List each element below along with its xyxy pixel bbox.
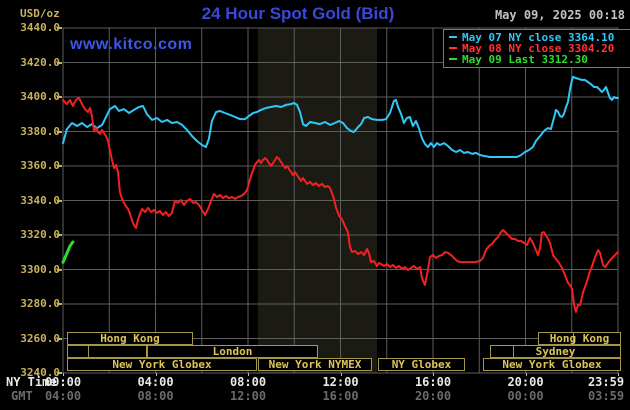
session-label: NY Globex [391,358,452,371]
legend-entry-text: May 09 Last 3312.30 [462,53,588,66]
series-line-may09 [61,240,75,264]
y-axis-tick [57,96,62,98]
y-axis-label: 3440.0 [20,21,60,34]
timestamp: May 09, 2025 00:18 [494,8,625,22]
y-axis-tick [57,372,62,374]
y-axis-label: 3300.0 [20,262,60,276]
session-box-new-york-globex: New York Globex [67,358,257,371]
session-label: Hong Kong [100,332,160,345]
session-box-sydney: Sydney [490,345,621,358]
session-label: Hong Kong [549,332,610,345]
x-axis-label-gmt: 12:00 [229,389,267,403]
y-axis-tick [57,268,62,271]
y-axis-tick [57,27,62,29]
y-axis-tick [57,130,62,133]
y-axis-tick [57,303,62,305]
y-axis-tick [57,337,62,340]
y-axis-label: 3380.0 [20,124,60,138]
legend-entry-may-07: May 07 NY close 3364.10 [449,32,630,43]
session-box-hong-kong: Hong Kong [538,332,621,345]
x-axis-tick [340,373,342,376]
series-line-may08 [62,97,619,313]
price-unit-label: USD/oz [20,7,60,20]
y-axis-tick [57,199,62,202]
series-line-may07 [62,76,619,158]
session-box-divider [573,333,574,344]
legend-entry-text: May 07 NY close 3364.10 [462,31,615,44]
x-axis-tick [525,373,527,376]
ny-time-axis-label: NY Time [6,375,57,389]
y-axis-label: 3320.0 [20,228,60,241]
y-axis-tick [57,234,62,236]
y-axis-label: 3240.0 [20,366,60,379]
session-label: New York Globex [502,358,602,371]
x-axis-label-ny: 23:59 [587,375,625,389]
session-box-divider [88,346,89,357]
session-box [67,345,147,358]
session-box-divider [513,346,514,357]
session-box-london: London [147,345,318,358]
session-label: Sydney [535,345,576,358]
y-axis-label: 3280.0 [20,297,60,310]
x-axis-label-gmt: 20:00 [414,389,452,403]
x-axis-label-ny: 20:00 [507,375,544,389]
legend-entry-text: May 08 NY close 3304.20 [462,42,615,55]
legend-entry-may-08: May 08 NY close 3304.20 [449,43,630,54]
legend: May 07 NY close 3364.10 May 08 NY close 3… [443,29,630,68]
x-axis-tick [155,373,157,376]
y-axis-label: 3420.0 [20,55,60,69]
legend-color-dash [449,58,457,60]
session-label: New York Globex [112,358,212,371]
y-axis-label: 3260.0 [20,331,60,345]
x-axis-label-gmt: 03:59 [587,389,625,403]
session-box-new-york-nymex: New York NYMEX [258,358,372,371]
session-box-hong-kong: Hong Kong [67,332,193,345]
x-axis-tick [63,373,64,376]
x-axis-label-ny: 08:00 [229,375,267,389]
legend-entry-may-09: May 09 Last 3312.30 [449,54,630,65]
x-axis-tick [433,373,434,376]
session-label: London [212,345,253,358]
x-axis-label-ny: 00:00 [44,375,82,389]
x-axis-label-gmt: 16:00 [322,389,359,403]
x-axis-tick [248,373,249,376]
gmt-axis-label: GMT [11,389,33,403]
x-axis-label-gmt: 00:00 [507,389,544,403]
x-axis-label-gmt: 08:00 [137,389,174,403]
y-axis-label: 3360.0 [20,159,60,172]
x-axis-label-ny: 04:00 [137,375,174,389]
kitco-watermark-link[interactable]: www.kitco.com [70,36,193,53]
legend-color-dash [449,47,457,49]
x-axis-label-ny: 12:00 [322,375,359,389]
y-axis-label: 3400.0 [20,90,60,103]
x-axis-tick [618,373,619,376]
y-axis-tick [57,61,62,64]
chart-title: 24 Hour Spot Gold (Bid) [201,4,395,23]
x-axis-label-gmt: 04:00 [44,389,82,403]
session-label: New York NYMEX [268,358,362,371]
x-axis-label-ny: 16:00 [414,375,452,389]
session-box-new-york-globex: New York Globex [483,358,621,371]
session-box-ny-globex: NY Globex [378,358,465,371]
y-axis-label: 3340.0 [20,193,60,207]
legend-color-dash [449,36,457,38]
y-axis-tick [57,165,62,167]
